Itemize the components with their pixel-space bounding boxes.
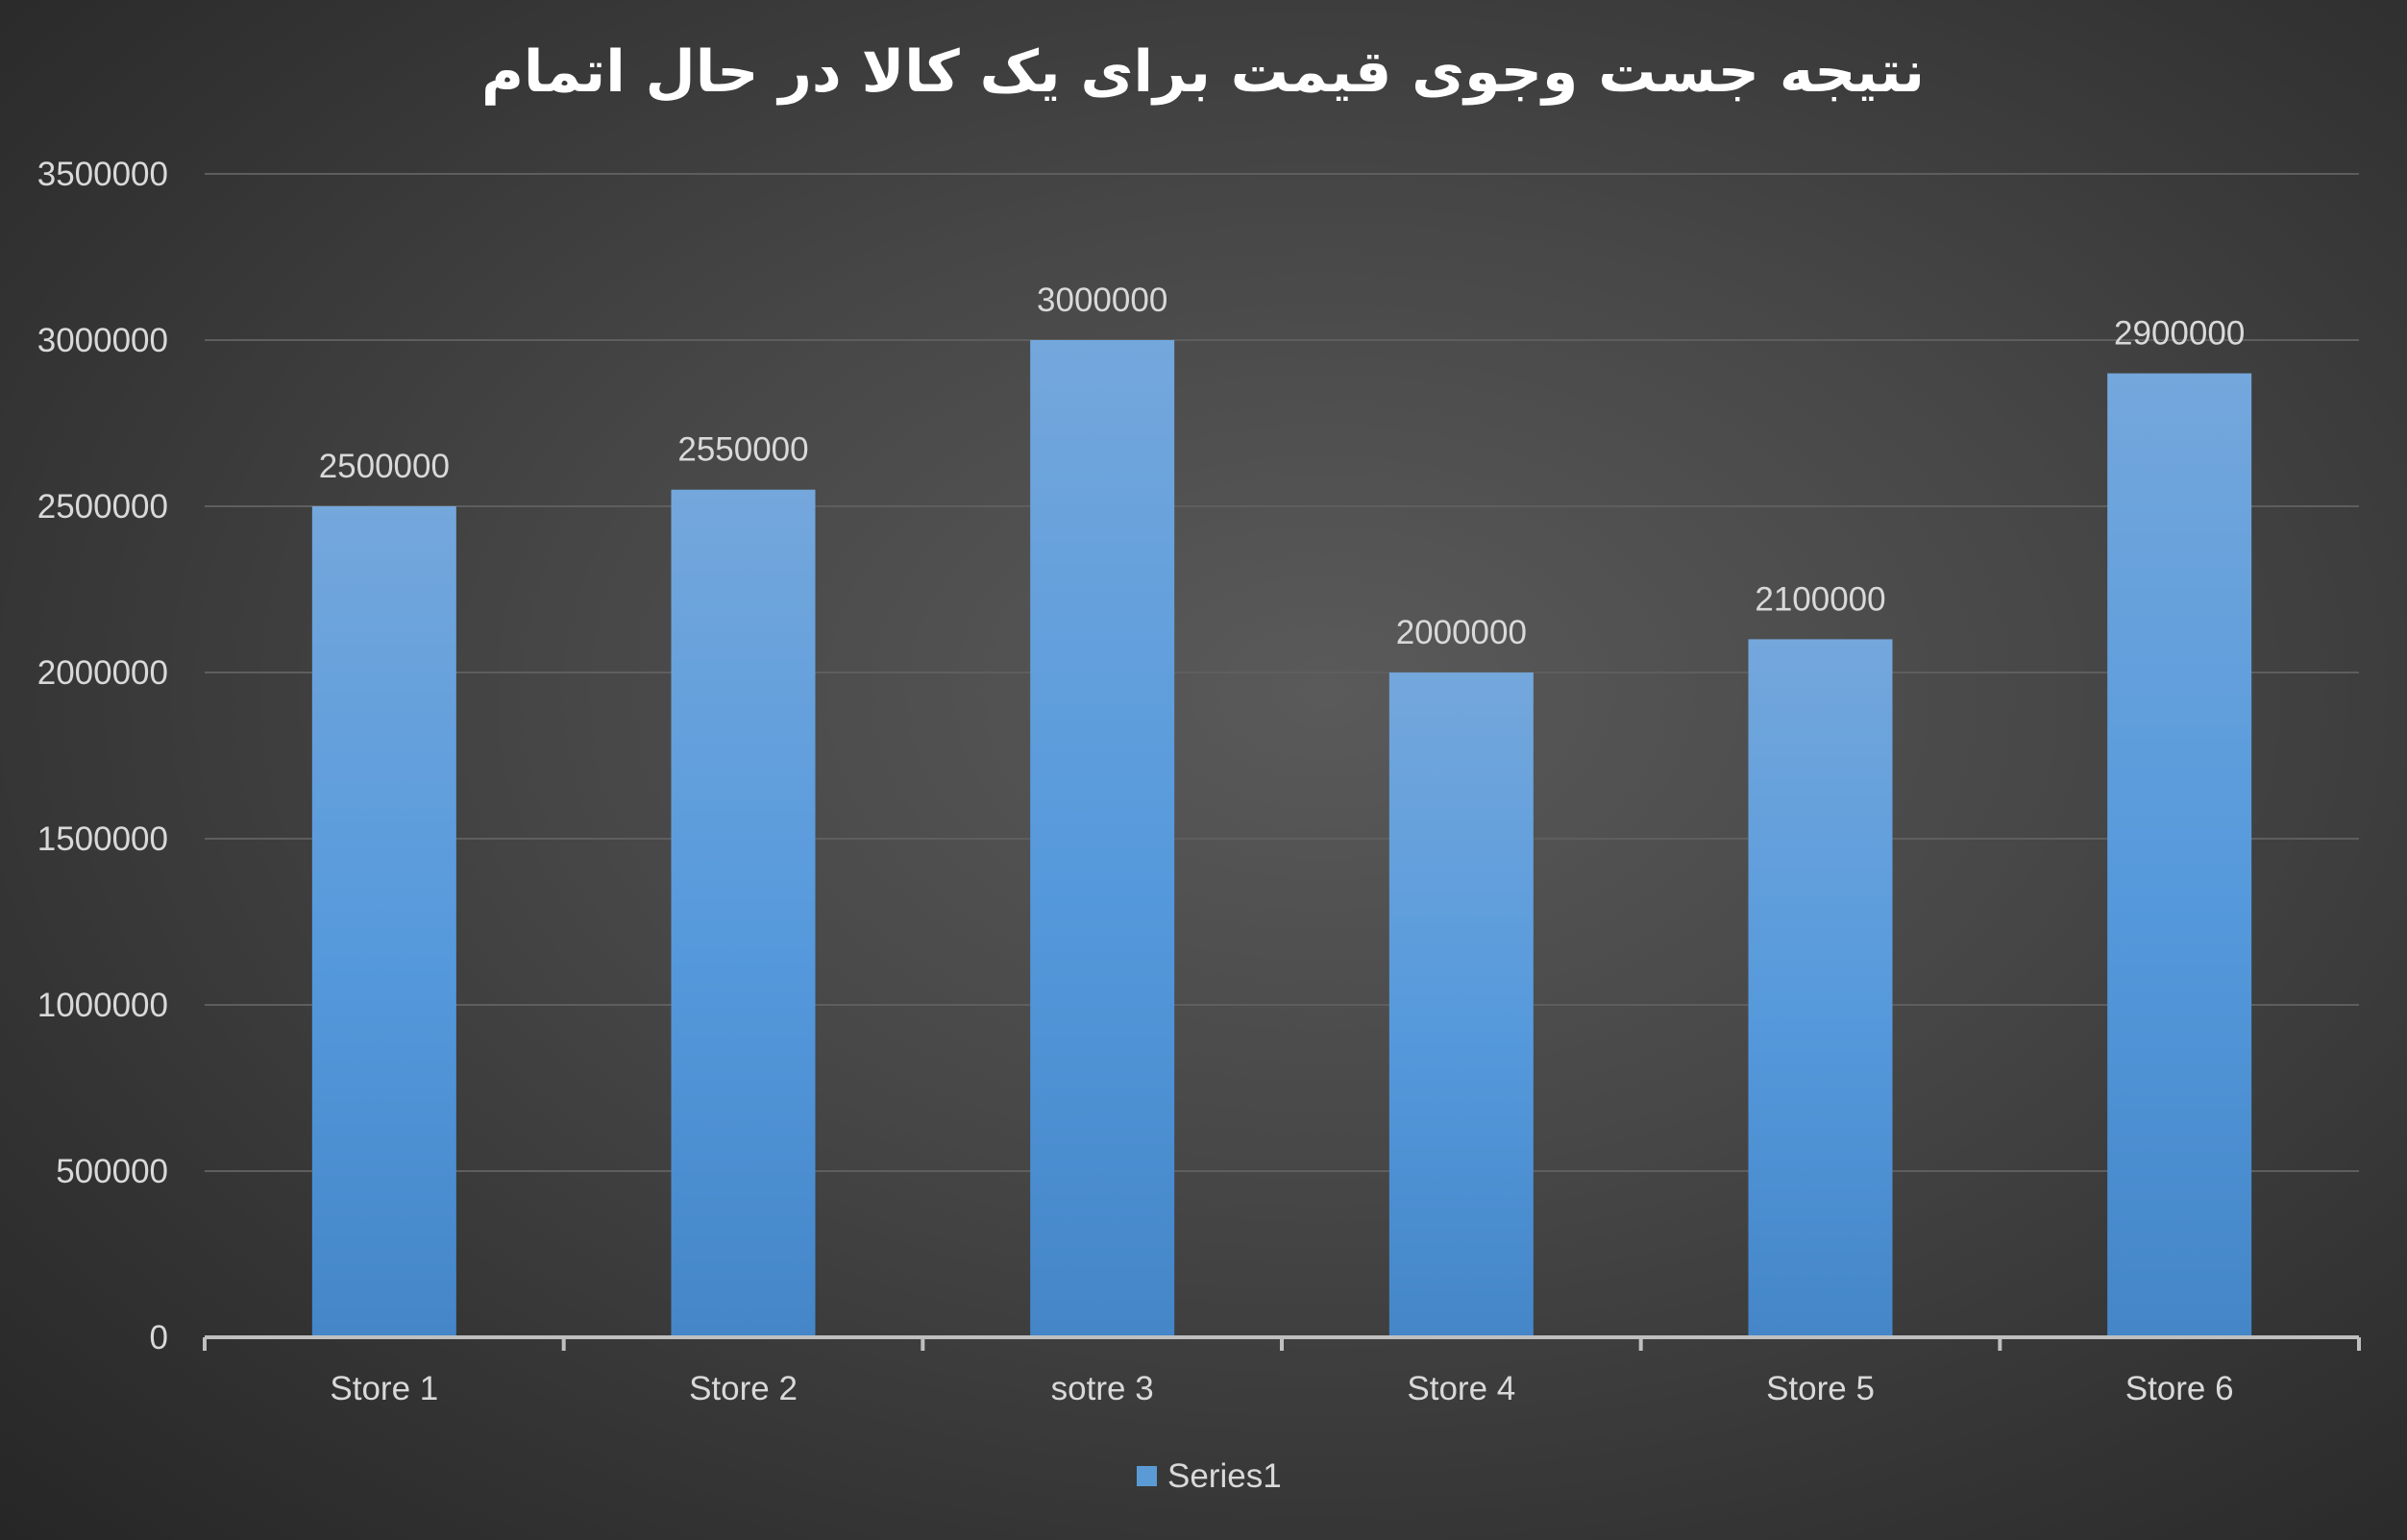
bar <box>2107 373 2252 1338</box>
y-tick-label: 1500000 <box>37 820 168 858</box>
x-tick-label: sotre 3 <box>1051 1370 1154 1407</box>
x-tick-label: Store 2 <box>689 1370 798 1407</box>
bar <box>1388 672 1534 1337</box>
x-tick-label: Store 4 <box>1407 1370 1515 1407</box>
bar <box>311 506 456 1337</box>
y-tick-label: 1000000 <box>37 987 168 1024</box>
legend-label: Series1 <box>1167 1457 1282 1495</box>
legend: Series1 <box>1137 1457 1282 1495</box>
y-tick-label: 3500000 <box>37 156 168 193</box>
y-tick-label: 500000 <box>56 1153 168 1190</box>
x-tick-label: Store 5 <box>1766 1370 1875 1407</box>
y-tick-label: 3000000 <box>37 322 168 359</box>
bar <box>1748 639 1893 1337</box>
data-labels: 2500000 2550000 3000000 2000000 2100000 29000… <box>319 281 2246 651</box>
y-axis-tick-labels: 0 500000 1000000 1500000 2000000 2500000 30000… <box>37 156 168 1357</box>
x-tick-label: Store 6 <box>2125 1370 2234 1407</box>
y-tick-label: 2500000 <box>37 488 168 526</box>
chart-title: نتیجه جست وجوی قیمت برای یک کالا در حال … <box>481 38 1925 106</box>
legend-swatch <box>1137 1466 1157 1486</box>
bar <box>1030 340 1175 1337</box>
y-tick-label: 0 <box>150 1319 168 1357</box>
data-label: 2900000 <box>2114 315 2245 353</box>
x-axis <box>203 1335 2361 1351</box>
data-label: 2000000 <box>1396 614 1527 651</box>
data-label: 2550000 <box>677 431 808 469</box>
x-axis-tick-labels: Store 1 Store 2 sotre 3 Store 4 Store 5 Store… <box>330 1370 2233 1407</box>
gridlines <box>205 173 2359 1172</box>
bars <box>311 340 2252 1338</box>
bar <box>671 489 816 1337</box>
data-label: 3000000 <box>1037 281 1167 319</box>
data-label: 2100000 <box>1755 580 1885 618</box>
y-tick-label: 2000000 <box>37 654 168 692</box>
x-tick-label: Store 1 <box>330 1370 438 1407</box>
data-label: 2500000 <box>319 448 450 485</box>
